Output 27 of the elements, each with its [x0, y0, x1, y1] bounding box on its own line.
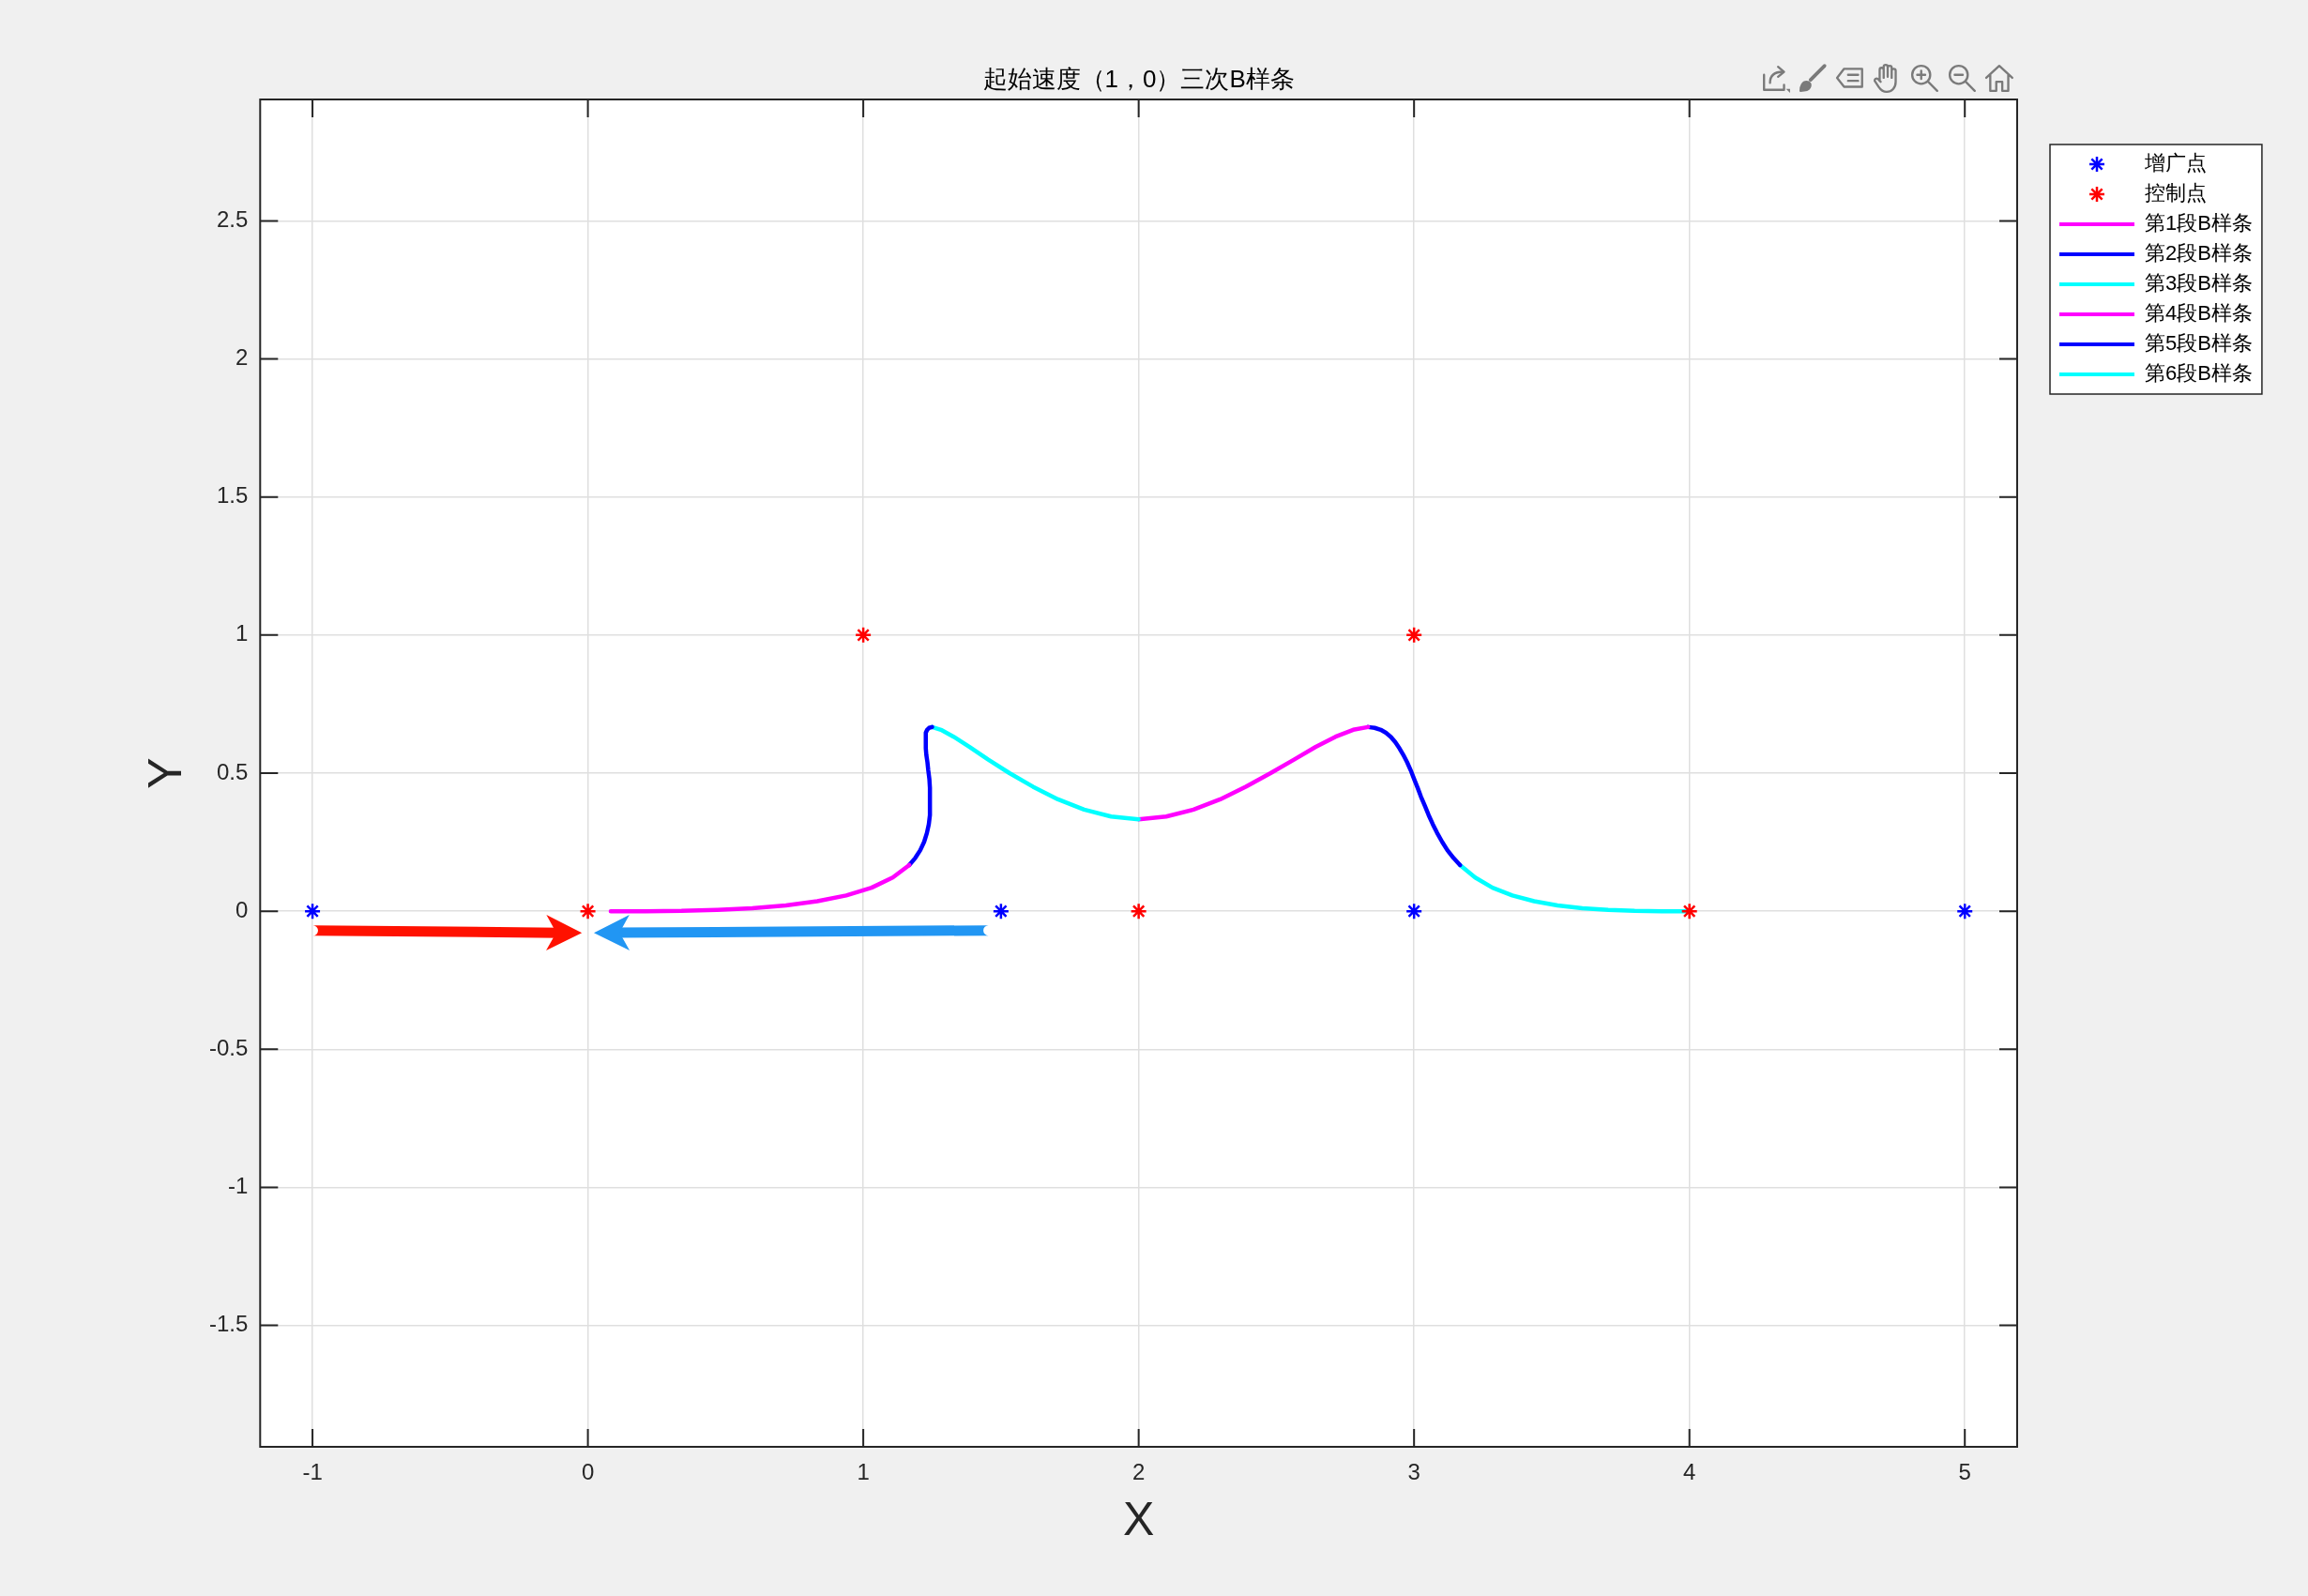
- y-tick-label: -0.5: [208, 1034, 249, 1060]
- x-tick-label: 4: [1683, 1459, 1696, 1485]
- y-tick-label: 1: [235, 620, 249, 646]
- x-tick-label: 1: [857, 1459, 870, 1485]
- x-tick-label: 2: [1131, 1459, 1146, 1485]
- legend-label: 第3段B样条: [2145, 271, 2253, 296]
- y-tick-label: 0: [235, 896, 249, 922]
- y-tick-label: 2: [235, 344, 249, 371]
- x-tick-label: 3: [1407, 1459, 1420, 1485]
- y-axis-title: Y: [138, 757, 191, 789]
- y-tick-label: -1: [227, 1173, 249, 1199]
- legend-label: 增广点: [2144, 151, 2207, 175]
- legend-label: 第2段B样条: [2145, 241, 2253, 266]
- y-tick-label: 1.5: [216, 482, 249, 509]
- x-tick-label: -1: [302, 1459, 323, 1485]
- y-tick-label: -1.5: [208, 1311, 249, 1337]
- legend-label: 第6段B样条: [2145, 361, 2253, 386]
- legend-label: 控制点: [2145, 181, 2207, 205]
- y-tick-label: 0.5: [216, 758, 249, 784]
- x-axis-title: X: [1122, 1492, 1155, 1545]
- legend-label: 第1段B样条: [2145, 211, 2253, 236]
- x-tick-label: 0: [581, 1459, 595, 1485]
- legend-label: 第4段B样条: [2145, 301, 2253, 326]
- legend-label: 第5段B样条: [2145, 331, 2253, 356]
- x-tick-label: 5: [1958, 1459, 1971, 1485]
- chart-title: 起始速度（1，0）三次B样条: [982, 64, 1295, 93]
- y-tick-label: 2.5: [216, 206, 249, 233]
